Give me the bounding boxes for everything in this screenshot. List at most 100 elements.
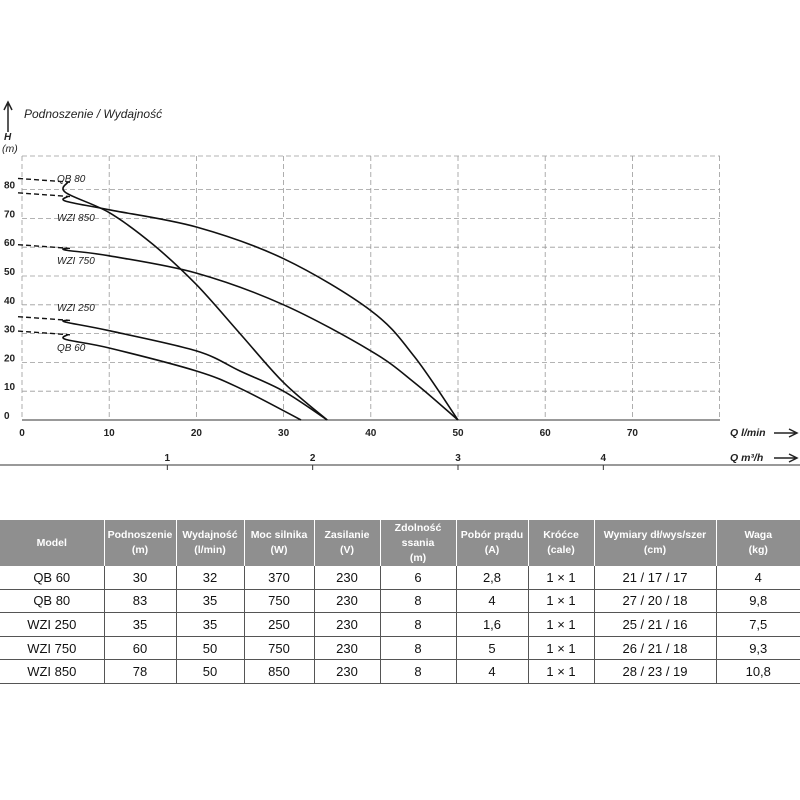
table-cell: 4 bbox=[456, 659, 529, 684]
series-line-2 bbox=[62, 247, 459, 421]
series-label-1: WZI 850 bbox=[57, 213, 95, 224]
x2-axis-label: Q m³/h bbox=[730, 452, 763, 464]
table-cell: 230 bbox=[314, 636, 381, 661]
table-cell: 750 bbox=[244, 589, 315, 614]
header-title: Zasilanie bbox=[324, 529, 370, 541]
table-cell: 4 bbox=[716, 566, 800, 590]
table-cell: 750 bbox=[244, 636, 315, 661]
h-axis-arrow-icon bbox=[3, 100, 13, 132]
table-header-9: Waga (kg) bbox=[716, 520, 800, 566]
table-row: QB 80 83 35 750 230 8 4 1 × 1 27 / 20 / 18 9,8 bbox=[0, 589, 800, 614]
table-cell: 8 bbox=[380, 659, 457, 684]
series-line-3 bbox=[62, 319, 328, 421]
table-header-7: Króćce (cale) bbox=[528, 520, 595, 566]
table-row: WZI 850 78 50 850 230 8 4 1 × 1 28 / 23 / 19 10,8 bbox=[0, 659, 800, 684]
axes bbox=[0, 100, 800, 466]
series-dash-2 bbox=[17, 244, 71, 250]
table-cell: 7,5 bbox=[716, 612, 800, 637]
header-title: Pobór prądu bbox=[460, 529, 524, 541]
x-tick-label: 10 bbox=[104, 428, 116, 439]
header-unit: (l/min) bbox=[194, 544, 226, 556]
y-tick-label: 80 bbox=[4, 181, 16, 192]
y-tick-label: 10 bbox=[4, 382, 16, 393]
y-tick-label: 40 bbox=[4, 296, 16, 307]
table-cell: 1,6 bbox=[456, 612, 529, 637]
table-body: QB 60 30 32 370 230 6 2,8 1 × 1 21 / 17 / 17 4 QB … bbox=[0, 566, 800, 684]
table-header-1: Podnoszenie (m) bbox=[104, 520, 177, 566]
table-header-2: Wydajność (l/min) bbox=[176, 520, 245, 566]
header-unit: (m) bbox=[131, 544, 149, 556]
series-dash-4 bbox=[17, 330, 71, 336]
header-title: Zdolność ssania bbox=[394, 521, 442, 549]
series-label-0: QB 80 bbox=[57, 174, 86, 185]
table-cell: 2,8 bbox=[456, 566, 529, 590]
table-cell: 25 / 21 / 16 bbox=[594, 612, 717, 637]
table-cell: 35 bbox=[104, 612, 177, 637]
series-curves bbox=[17, 177, 459, 421]
y-tick-label: 20 bbox=[4, 353, 16, 364]
table-cell: 6 bbox=[380, 566, 457, 590]
header-title: Wydajność bbox=[182, 529, 238, 541]
table-cell: 230 bbox=[314, 612, 381, 637]
header-unit: (A) bbox=[484, 544, 500, 556]
header-unit: (kg) bbox=[748, 544, 768, 556]
table-cell: 28 / 23 / 19 bbox=[594, 659, 717, 684]
table-header-8: Wymiary dł/wys/szer (cm) bbox=[594, 520, 717, 566]
table-cell: 8 bbox=[380, 612, 457, 637]
table-cell: 230 bbox=[314, 589, 381, 614]
model-cell: QB 60 bbox=[0, 566, 105, 590]
x2-tick-label: 3 bbox=[455, 453, 461, 464]
table-cell: 9,8 bbox=[716, 589, 800, 614]
table-cell: 8 bbox=[380, 589, 457, 614]
series-line-1 bbox=[62, 195, 459, 421]
y-tick-label: 50 bbox=[4, 267, 16, 278]
table-row: WZI 750 60 50 750 230 8 5 1 × 1 26 / 21 / 18 9,3 bbox=[0, 636, 800, 661]
table-cell: 30 bbox=[104, 566, 177, 590]
performance-chart: Podnoszenie / Wydajność H (m) Q l/min Q … bbox=[0, 100, 800, 470]
table-cell: 1 × 1 bbox=[528, 659, 595, 684]
table-header-6: Pobór prądu (A) bbox=[456, 520, 529, 566]
series-dash-1 bbox=[17, 192, 71, 198]
header-title: Moc silnika bbox=[250, 529, 308, 541]
y-tick-label: 70 bbox=[4, 209, 16, 220]
series-dash-3 bbox=[17, 316, 71, 322]
x2-tick-label: 4 bbox=[601, 453, 607, 464]
table-cell: 230 bbox=[314, 659, 381, 684]
chart-title: Podnoszenie / Wydajność bbox=[24, 107, 162, 121]
table-cell: 8 bbox=[380, 636, 457, 661]
x2-tick-label: 2 bbox=[310, 453, 316, 464]
header-title: Króćce bbox=[543, 529, 579, 541]
model-cell: QB 80 bbox=[0, 589, 105, 614]
x-tick-label: 0 bbox=[19, 428, 25, 439]
table-cell: 35 bbox=[176, 589, 245, 614]
table-row: WZI 250 35 35 250 230 8 1,6 1 × 1 25 / 21 / 16 7,… bbox=[0, 612, 800, 637]
table-header-3: Moc silnika (W) bbox=[244, 520, 315, 566]
series-label-3: WZI 250 bbox=[57, 303, 95, 314]
header-unit: (W) bbox=[270, 544, 288, 556]
series-labels: QB 80 WZI 850 WZI 750 WZI 250 QB 60 bbox=[57, 174, 95, 354]
model-cell: WZI 850 bbox=[0, 659, 105, 684]
x2-tick-label: 1 bbox=[165, 453, 171, 464]
table-row: QB 60 30 32 370 230 6 2,8 1 × 1 21 / 17 / 17 4 bbox=[0, 566, 800, 590]
header-unit: (m) bbox=[409, 551, 427, 564]
table-header-row: Model Podnoszenie (m) Wydajność (l/min) Moc s… bbox=[0, 520, 800, 566]
table-cell: 32 bbox=[176, 566, 245, 590]
table-cell: 26 / 21 / 18 bbox=[594, 636, 717, 661]
header-title: Waga bbox=[744, 529, 773, 541]
y-tick-label: 0 bbox=[4, 411, 10, 422]
table-cell: 78 bbox=[104, 659, 177, 684]
table-cell: 1 × 1 bbox=[528, 589, 595, 614]
q-axis-arrow-icon bbox=[774, 428, 799, 438]
series-dash-0 bbox=[17, 177, 71, 183]
x-tick-label: 30 bbox=[278, 428, 290, 439]
table-cell: 230 bbox=[314, 566, 381, 590]
x-tick-label: 20 bbox=[191, 428, 203, 439]
q2-axis-arrow-icon bbox=[774, 453, 799, 463]
model-cell: WZI 250 bbox=[0, 612, 105, 637]
x-tick-label: 50 bbox=[452, 428, 464, 439]
table-cell: 1 × 1 bbox=[528, 636, 595, 661]
table-header-0: Model bbox=[0, 520, 105, 566]
table-cell: 250 bbox=[244, 612, 315, 637]
y-tick-label: 60 bbox=[4, 238, 16, 249]
table-cell: 1 × 1 bbox=[528, 566, 595, 590]
